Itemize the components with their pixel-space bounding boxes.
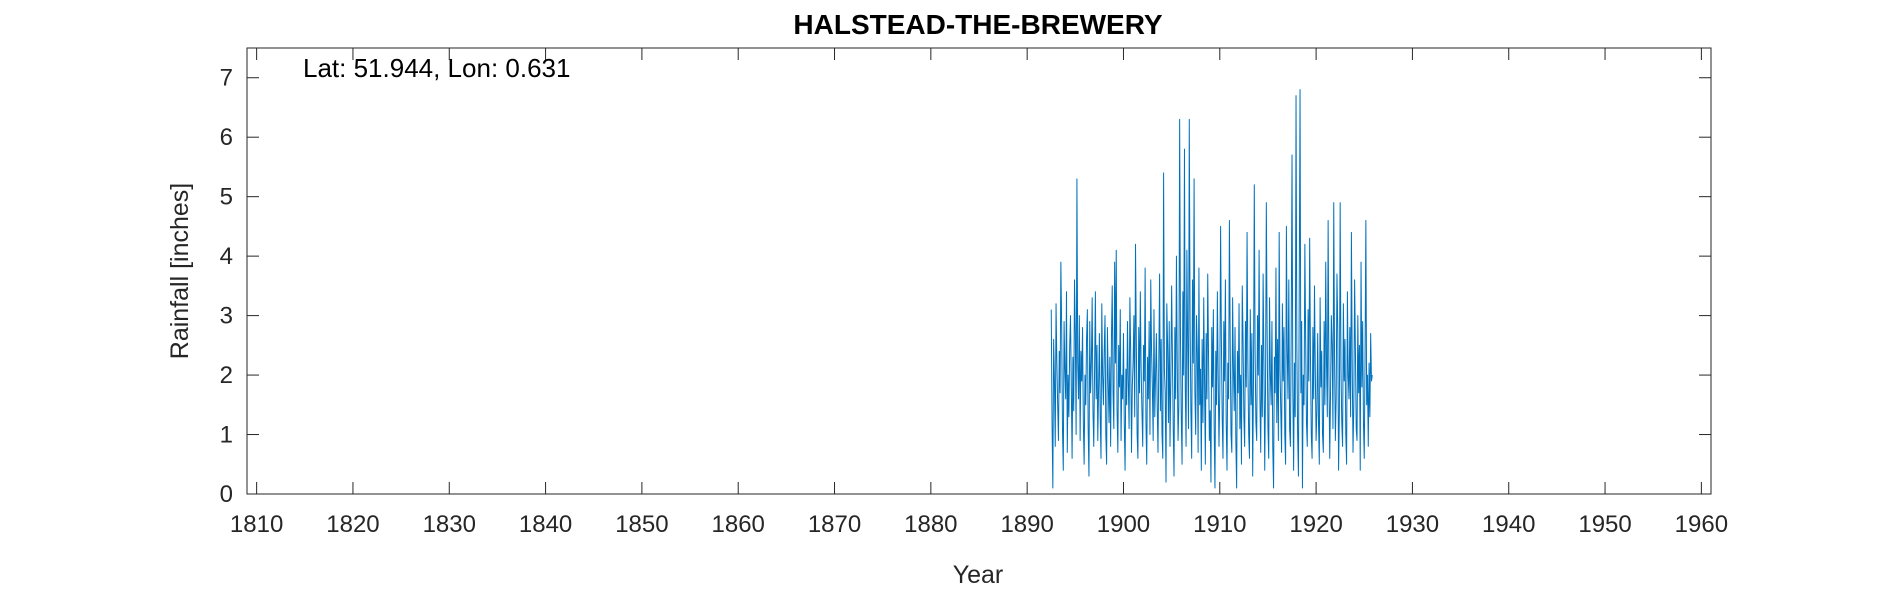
x-tick-label: 1900: [1097, 511, 1150, 538]
x-tick-label: 1920: [1289, 511, 1342, 538]
y-tick-label: 3: [220, 303, 233, 330]
plot-frame: [246, 47, 1712, 495]
y-tick-label: 0: [220, 481, 233, 508]
x-tick-label: 1960: [1675, 511, 1728, 538]
x-tick-label: 1950: [1578, 511, 1631, 538]
x-tick-labels: 1810 1820 1830 1840 1850 1860 1870 1880 1890 1900…: [230, 511, 1728, 538]
x-tick-label: 1930: [1386, 511, 1439, 538]
location-annotation: Lat: 51.944, Lon: 0.631: [303, 53, 570, 83]
y-tick-label: 4: [220, 243, 233, 270]
y-tick-labels: 0 1 2 3 4 5 6 7: [220, 65, 233, 508]
x-tick-label: 1840: [519, 511, 572, 538]
y-tick-label: 7: [220, 65, 233, 92]
series-layer: [1050, 89, 1373, 489]
rainfall-series-line: [1050, 89, 1373, 489]
x-tick-label: 1870: [808, 511, 861, 538]
y-tick-label: 5: [220, 184, 233, 211]
y-tick-label: 1: [220, 422, 233, 449]
plot-area: [247, 48, 1711, 494]
x-tick-label: 1890: [1000, 511, 1053, 538]
x-tick-label: 1850: [615, 511, 668, 538]
x-tick-label: 1940: [1482, 511, 1535, 538]
x-tick-label: 1860: [712, 511, 765, 538]
x-tick-label: 1830: [423, 511, 476, 538]
x-tick-label: 1820: [326, 511, 379, 538]
chart-title: HALSTEAD-THE-BREWERY: [793, 9, 1162, 40]
y-tick-label: 2: [220, 362, 233, 389]
x-tick-label: 1880: [904, 511, 957, 538]
y-axis-label: Rainfall [inches]: [166, 183, 194, 359]
x-tick-label: 1910: [1193, 511, 1246, 538]
y-tick-label: 6: [220, 124, 233, 151]
x-axis-label: Year: [953, 561, 1004, 589]
x-tick-label: 1810: [230, 511, 283, 538]
